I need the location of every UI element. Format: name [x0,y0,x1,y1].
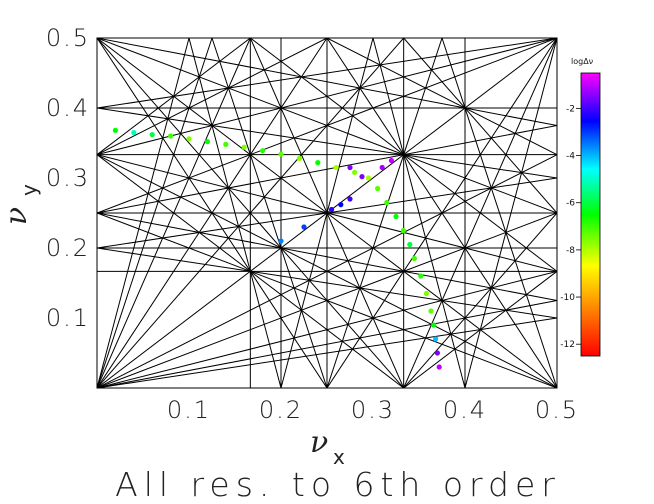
resonance-line [97,300,557,388]
data-point [260,148,266,154]
data-point [431,322,437,328]
colorbar-tick-label: -10 [560,293,575,303]
x-axis-label-sub: x [333,445,345,469]
data-point [400,227,406,234]
data-point [352,169,358,175]
resonance-line [97,270,557,388]
data-point [278,238,284,244]
colorbar-tick-label: -8 [566,246,575,256]
data-point [315,160,321,166]
resonance-line [97,38,557,126]
y-tick-label: 0.5 [46,24,90,52]
colorbar: logΔν -2 -4 -6 -8 -10 -12 [560,57,601,357]
resonance-lines [97,38,557,388]
svg-text:ν: ν [0,207,34,225]
data-point [112,127,118,133]
data-point [388,157,394,164]
data-point [338,202,344,208]
colorbar-ticks: -2 -4 -6 -8 -10 -12 [560,104,581,350]
data-point [333,164,339,171]
y-tick-label: 0.4 [46,94,90,122]
data-point [347,196,353,202]
data-point [418,273,424,279]
resonance-line [97,38,557,156]
x-tick-label: 0.5 [535,396,579,424]
scatter-series [112,127,442,370]
x-tick-labels: 0.1 0.2 0.3 0.4 0.5 [167,396,579,424]
data-point [278,151,284,157]
data-point [241,144,247,150]
y-tick-labels: 0.1 0.2 0.3 0.4 0.5 [46,24,90,332]
resonance-line [97,38,557,109]
colorbar-title: logΔν [571,57,594,66]
y-tick-label: 0.3 [46,164,90,192]
x-tick-label: 0.3 [351,396,395,424]
data-point [223,141,229,147]
data-point [186,136,192,142]
colorbar-tick-label: -4 [566,152,575,162]
data-point [149,132,155,138]
data-point [296,155,302,161]
y-tick-label: 0.2 [46,234,90,262]
data-point [375,185,381,192]
colorbar-tick-label: -12 [560,340,575,350]
data-point [428,308,434,314]
x-tick-label: 0.1 [167,396,211,424]
colorbar-tick-label: -6 [566,199,575,209]
colorbar-tick-label: -2 [566,104,575,114]
resonance-line [97,317,557,388]
data-point [359,174,365,180]
y-tick-label: 0.1 [46,304,90,332]
data-point [384,199,390,206]
y-axis-label-sub: y [17,184,41,196]
data-point [131,129,137,136]
data-point [423,290,429,297]
resonance-line [97,38,557,214]
chart-title: All res. to 6th order [115,465,561,504]
data-point [204,139,210,145]
resonance-line [97,38,328,156]
x-tick-label: 0.4 [443,396,487,424]
resonance-line [403,212,557,388]
x-axis-label: ν [310,425,328,460]
resonance-line [403,38,557,214]
resonance-line [97,125,557,214]
x-tick-label: 0.2 [259,396,303,424]
data-point [379,164,385,171]
data-point [411,255,417,262]
data-point [436,364,442,370]
data-point [407,241,413,248]
data-point [168,133,174,139]
resonance-line [97,247,557,319]
resonance-line [326,38,557,156]
data-point [347,164,353,171]
colorbar-gradient [580,72,601,357]
resonance-line [97,107,557,179]
y-axis-label: ν [0,207,34,225]
data-point [433,336,439,342]
resonance-line [97,212,557,388]
data-point [301,224,307,230]
resonance-line [97,212,557,301]
data-point [434,350,440,356]
data-point [329,206,335,213]
data-point [393,213,399,220]
data-point [365,175,371,181]
